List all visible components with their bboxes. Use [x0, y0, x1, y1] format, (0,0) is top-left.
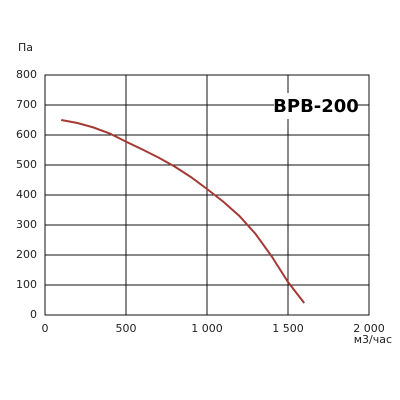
y-tick-label: 400 — [16, 188, 37, 201]
y-tick-label: 600 — [16, 128, 37, 141]
y-tick-label: 800 — [16, 68, 37, 81]
annotation: ВРВ-200 — [273, 96, 359, 117]
fan-curve — [61, 119, 305, 304]
y-tick-label: 0 — [30, 308, 37, 321]
y-tick-label: 100 — [16, 278, 37, 291]
y-tick-label: 200 — [16, 248, 37, 261]
annotation-bg — [274, 93, 358, 119]
x-tick-label: 500 — [116, 322, 137, 335]
x-tick-label: 2 000 — [353, 322, 385, 335]
y-tick-label: 700 — [16, 98, 37, 111]
x-tick-label: 0 — [42, 322, 49, 335]
y-axis-label: Па — [18, 41, 33, 54]
x-axis-label: м3/час — [354, 333, 392, 346]
y-tick-label: 300 — [16, 218, 37, 231]
y-tick-label: 500 — [16, 158, 37, 171]
x-tick-label: 1 500 — [272, 322, 304, 335]
x-tick-label: 1 000 — [191, 322, 223, 335]
